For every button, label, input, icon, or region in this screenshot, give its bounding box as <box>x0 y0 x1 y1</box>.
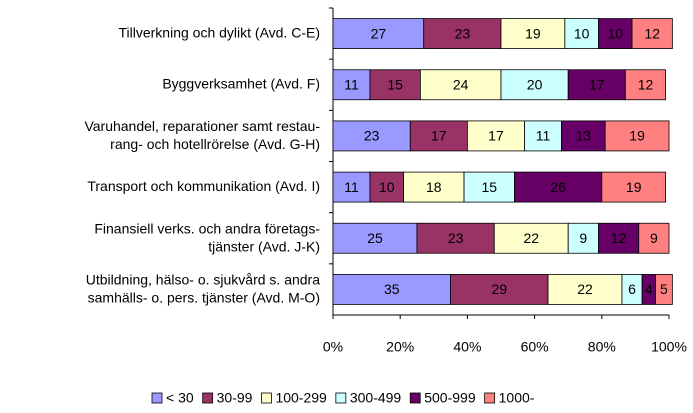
legend-swatch <box>409 392 421 404</box>
data-label: 27 <box>371 25 387 41</box>
data-label: 6 <box>628 281 636 297</box>
bar-segment <box>332 120 411 152</box>
data-label: 25 <box>367 230 383 246</box>
data-label: 15 <box>481 179 497 195</box>
data-label: 20 <box>527 76 543 92</box>
y-tick-label: Transport och kommunikation (Avd. I) <box>87 178 320 194</box>
bar-segment <box>450 274 549 305</box>
data-label: 9 <box>650 230 658 246</box>
bar-segment <box>524 120 562 152</box>
data-label: 23 <box>364 128 380 144</box>
data-label: 5 <box>660 281 668 297</box>
y-tick-label: Tillverkning och dylikt (Avd. C-E) <box>118 24 320 40</box>
data-label: 29 <box>492 281 508 297</box>
y-tick-label: Finansiell verks. och andra företags-tjä… <box>94 220 320 254</box>
bar-segment <box>409 120 468 152</box>
legend-swatch <box>484 392 496 404</box>
data-label: 10 <box>607 25 623 41</box>
data-label: 17 <box>431 128 447 144</box>
x-tick-label: 0% <box>323 339 343 355</box>
data-label: 9 <box>579 230 587 246</box>
legend-label: < 30 <box>166 390 194 406</box>
x-tick-label: 80% <box>588 339 616 355</box>
data-label: 23 <box>448 230 464 246</box>
bar-segment <box>466 120 525 152</box>
bar-segment <box>423 18 502 49</box>
bar-segment <box>419 69 502 101</box>
y-tick-label: Byggverksamhet (Avd. F) <box>162 75 320 91</box>
legend-label: 30-99 <box>217 390 253 406</box>
bar-segment <box>332 222 418 254</box>
data-label: 24 <box>453 76 469 92</box>
bar-segment <box>332 274 451 305</box>
bar-segment <box>500 18 566 49</box>
x-tick-label: 100% <box>651 339 687 355</box>
legend-swatch <box>335 392 347 404</box>
bar-segment <box>631 18 673 49</box>
bar-segment <box>604 120 670 152</box>
legend-swatch <box>202 392 214 404</box>
bar-segment <box>655 274 673 305</box>
data-label: 19 <box>626 179 642 195</box>
bar-segment <box>567 222 599 254</box>
y-tick-label: Varuhandel, reparationer samt restau-ran… <box>84 118 320 152</box>
bar-segment <box>638 222 670 254</box>
data-label: 15 <box>387 76 403 92</box>
data-label: 17 <box>589 76 605 92</box>
x-tick-label: 20% <box>386 339 414 355</box>
x-tick-label: 60% <box>521 339 549 355</box>
data-label: 12 <box>638 76 654 92</box>
data-label: 35 <box>384 281 400 297</box>
bar-segment <box>403 171 465 203</box>
data-label: 22 <box>523 230 539 246</box>
data-label: 12 <box>611 230 627 246</box>
legend-label: 100-299 <box>275 390 327 406</box>
data-label: 19 <box>525 25 541 41</box>
legend-label: 1000- <box>499 390 535 406</box>
bar-segment <box>416 222 495 254</box>
legend-swatch <box>151 392 163 404</box>
data-label: 10 <box>574 25 590 41</box>
data-label: 19 <box>629 128 645 144</box>
data-label: 23 <box>455 25 471 41</box>
bar-segment <box>547 274 623 305</box>
bar-segment <box>624 69 667 101</box>
data-label: 18 <box>426 179 442 195</box>
bar-segment <box>369 171 404 203</box>
data-label: 11 <box>536 128 551 144</box>
bar-segment <box>500 69 569 101</box>
bar-segment <box>561 120 606 152</box>
legend-swatch <box>261 392 272 404</box>
data-label: 22 <box>577 281 593 297</box>
data-label: 17 <box>488 128 504 144</box>
bar-segment <box>463 171 515 203</box>
bar-segment <box>369 69 421 101</box>
data-label: 12 <box>644 25 660 41</box>
data-label: 11 <box>344 76 359 92</box>
bar-segment <box>598 18 633 49</box>
data-label: 4 <box>645 281 653 297</box>
legend-label: 500-999 <box>424 390 476 406</box>
data-label: 10 <box>379 179 395 195</box>
bar-segment <box>567 69 626 101</box>
data-label: 13 <box>576 128 592 144</box>
data-label: 11 <box>344 179 359 195</box>
x-tick-label: 40% <box>453 339 481 355</box>
legend-label: 300-499 <box>350 390 402 406</box>
bar-segment <box>332 69 371 101</box>
data-label: 26 <box>550 179 566 195</box>
bar-segment <box>601 171 667 203</box>
y-tick-label: Utbildning, hälso- o. sjukvård s. andra s… <box>86 271 320 305</box>
bar-segment <box>564 18 599 49</box>
